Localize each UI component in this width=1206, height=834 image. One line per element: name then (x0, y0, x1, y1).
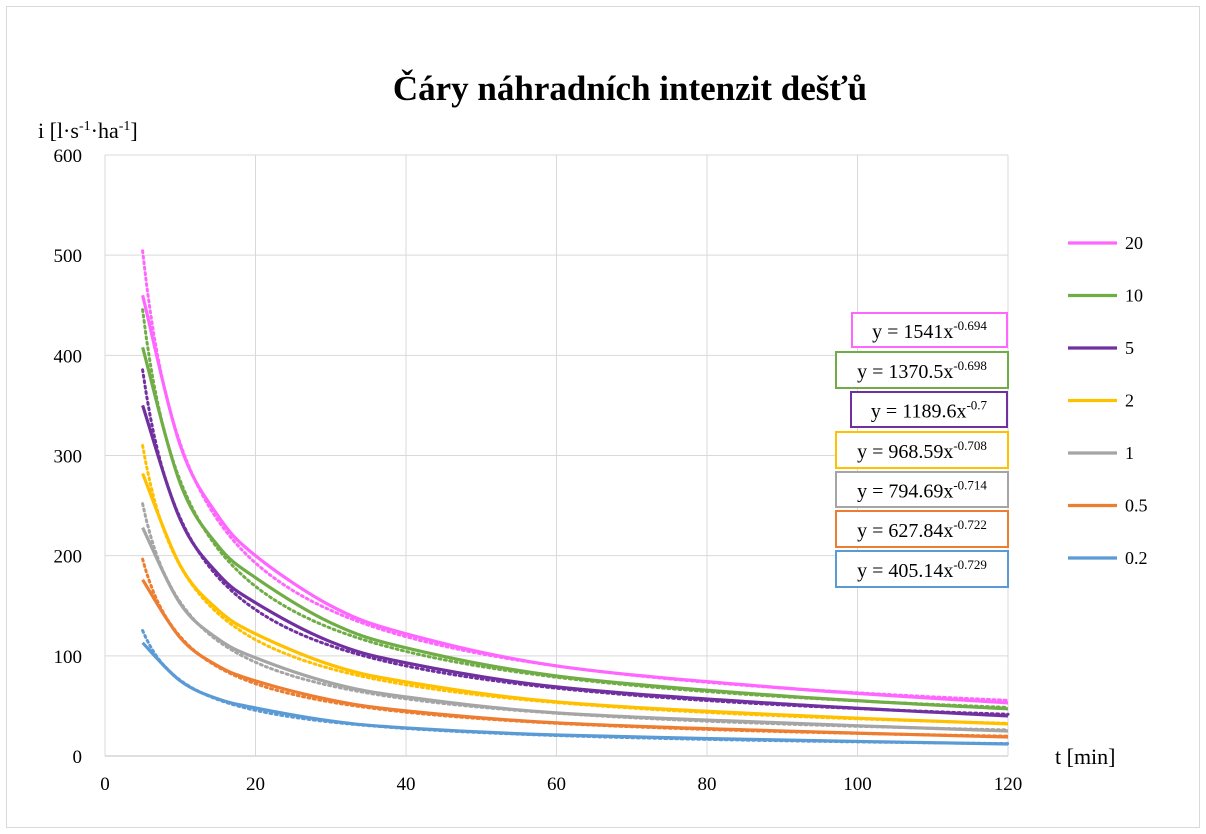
legend-label-1: 1 (1125, 443, 1134, 463)
x-axis-label: t [min] (1055, 744, 1116, 769)
y-tick-label: 600 (54, 146, 83, 167)
legend-label-0.2: 0.2 (1125, 548, 1148, 568)
equation-box-20 (851, 312, 1008, 348)
equation-label-0.2: y = 405.14x-0.729 (857, 557, 987, 582)
equation-box-1 (835, 471, 1009, 508)
equation-label-20: y = 1541x-0.694 (872, 318, 987, 343)
legend-label-20: 20 (1125, 233, 1143, 253)
tick-labels: 0 100 200 300 400 500 600 0 20 40 60 80 100 120 (54, 146, 1023, 795)
series-line-5 (141, 404, 1009, 718)
trendline-equations: y = 1541x-0.694 y = 1370.5x-0.698 y = 1189… (835, 312, 1009, 588)
series-line-0.5 (141, 578, 1009, 739)
y-tick-label: 100 (54, 647, 83, 668)
equation-box-2 (835, 431, 1009, 469)
equation-box-0.2 (835, 550, 1009, 588)
series-line-0.2 (141, 641, 1009, 746)
equation-label-0.5: y = 627.84x-0.722 (857, 517, 987, 542)
y-axis-label-sup2: -1 (119, 119, 131, 134)
equation-label-1: y = 794.69x-0.714 (857, 478, 987, 503)
y-tick-label: 200 (54, 547, 83, 568)
equation-box-5 (850, 391, 1008, 428)
series-lines (141, 294, 1009, 746)
x-tick-label: 80 (698, 774, 717, 795)
legend-label-5: 5 (1125, 338, 1134, 358)
x-tick-label: 20 (246, 774, 265, 795)
y-tick-label: 0 (73, 747, 83, 768)
y-tick-label: 500 (54, 246, 83, 267)
y-axis-label-mid: ·ha (91, 118, 119, 143)
legend-label-2: 2 (1125, 391, 1134, 411)
x-tick-label: 0 (100, 774, 110, 795)
y-tick-label: 300 (54, 447, 83, 468)
legend-label-10: 10 (1125, 286, 1143, 306)
equation-box-10 (835, 351, 1009, 389)
x-tick-label: 120 (994, 774, 1023, 795)
series-line-20 (141, 294, 1009, 705)
series-line-2 (141, 472, 1009, 726)
x-tick-label: 60 (547, 774, 566, 795)
y-axis-label-base: i [l·s (38, 118, 79, 143)
y-axis-label-sup1: -1 (79, 119, 91, 134)
y-axis-label-end: ] (130, 118, 137, 143)
equation-label-2: y = 968.59x-0.708 (857, 438, 987, 463)
legend: 20 10 5 2 1 0.5 0.2 (1068, 233, 1148, 568)
chart-title: Čáry náhradních intenzit dešťů (393, 68, 867, 108)
series-line-1 (141, 526, 1009, 733)
series-line-10 (141, 346, 1009, 711)
x-tick-label: 100 (843, 774, 872, 795)
equation-label-5: y = 1189.6x-0.7 (871, 398, 988, 423)
gridlines (104, 154, 1009, 757)
equation-box-0.5 (835, 510, 1009, 548)
legend-label-0.5: 0.5 (1125, 496, 1148, 516)
equation-label-10: y = 1370.5x-0.698 (857, 358, 987, 383)
y-axis-label: i [l·s-1·ha-1] (38, 118, 138, 143)
x-tick-label: 40 (397, 774, 416, 795)
y-tick-label: 400 (54, 346, 83, 367)
